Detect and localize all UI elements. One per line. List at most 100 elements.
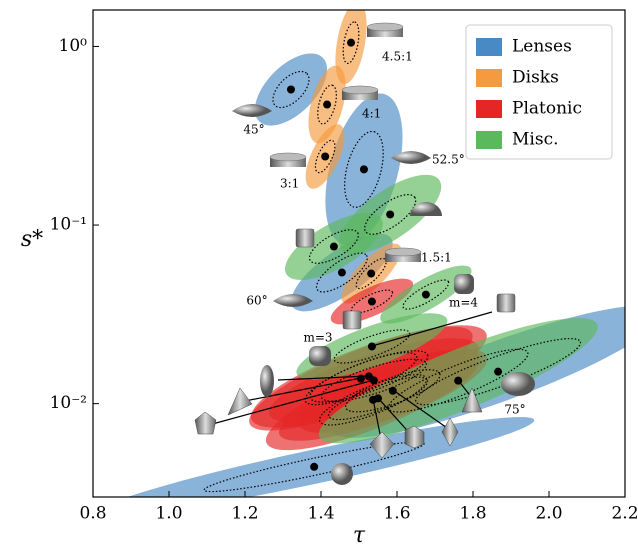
sphere-icon [331, 463, 353, 485]
data-point [374, 394, 382, 403]
disk-icon-top [341, 85, 379, 95]
disk-icon-top [366, 22, 404, 32]
legend-swatch [476, 131, 502, 149]
rounded-cube-icon [309, 346, 331, 366]
data-point [369, 376, 378, 385]
legend-label: Misc. [512, 130, 559, 150]
link-line [277, 375, 370, 381]
legend-label: Lenses [512, 37, 572, 57]
data-point [388, 386, 397, 395]
inner-ellipse [364, 194, 417, 235]
capsule-icon [260, 365, 274, 397]
inner-ellipse [402, 279, 450, 310]
data-point [310, 462, 319, 471]
cone-icon [461, 387, 483, 413]
data-point [367, 297, 376, 306]
lens-icon [391, 151, 431, 164]
x-tick-label: 2.2 [611, 504, 638, 524]
hemisphere-icon [410, 202, 442, 216]
x-tick-label: 1.6 [383, 504, 410, 524]
legend-swatch [476, 38, 502, 56]
annotation: 1.5:1 [421, 251, 452, 265]
data-point [367, 269, 376, 278]
inner-ellipse [314, 139, 336, 174]
inner-ellipse [272, 70, 310, 109]
legend-label: Disks [512, 68, 559, 88]
data-point [329, 242, 338, 251]
axes-frame [92, 9, 626, 498]
disk-icon [367, 27, 403, 37]
annotation: m=4 [449, 296, 478, 310]
icons [194, 22, 535, 485]
inner-ellipse [317, 84, 337, 125]
cube-icon [342, 310, 362, 330]
link-line [204, 379, 375, 427]
inner-ellipse [387, 348, 529, 413]
disk-icon [342, 90, 378, 100]
inner-ellipse [345, 369, 441, 413]
annotation: 4:1 [362, 107, 381, 121]
data-point [347, 38, 356, 47]
annotation: 75° [504, 403, 525, 417]
data-point [337, 268, 346, 277]
data-point [454, 376, 463, 385]
inner-ellipse [320, 358, 427, 402]
plot-area [94, 10, 625, 497]
inner-ellipse [304, 352, 418, 406]
y-tick-label: 10⁰ [59, 36, 88, 56]
inner-ellipse [415, 337, 582, 406]
x-axis-label: τ [353, 523, 366, 546]
y-tick-label: 10⁻² [50, 393, 87, 413]
x-tick-label: 1.8 [459, 504, 486, 524]
data-point [359, 165, 368, 174]
legend-swatch [476, 69, 502, 87]
data-point [321, 152, 330, 161]
annotation: 52.5° [432, 153, 465, 167]
lens-icon [273, 294, 313, 307]
x-tick-label: 1.2 [231, 504, 258, 524]
data-point [367, 342, 376, 351]
legend-box [465, 24, 613, 160]
inner-ellipse [327, 376, 429, 421]
octahedron-icon [369, 431, 395, 459]
annotation: 3:1 [280, 177, 299, 191]
legend-swatch [476, 100, 502, 118]
legend-label: Platonic [512, 99, 582, 119]
cube-icon [496, 293, 516, 313]
disk-icon [385, 252, 421, 262]
tetrahedron-icon [227, 387, 253, 416]
inner-ellipse [315, 252, 368, 293]
data-point [494, 367, 503, 376]
bipyramid-icon [441, 417, 459, 447]
link-line [371, 311, 493, 347]
link-line [392, 389, 451, 431]
data-point [323, 100, 332, 109]
data-point [286, 85, 295, 94]
points [286, 38, 503, 471]
inner-ellipse [344, 130, 384, 208]
disk-icon-top [269, 152, 307, 162]
cube-icon [295, 228, 315, 248]
x-tick-label: 2.0 [535, 504, 562, 524]
annotation: 45° [243, 123, 264, 137]
x-tick-label: 0.8 [79, 504, 106, 524]
annotation: 60° [246, 294, 267, 308]
icosahedron-icon [404, 425, 425, 449]
disk-icon-top [384, 247, 422, 257]
data-point [421, 290, 430, 299]
rounded-cube-icon [454, 274, 474, 294]
data-point [356, 374, 365, 383]
dodecahedron-icon [194, 411, 217, 435]
lens-icon [501, 372, 535, 396]
x-tick-label: 1.0 [155, 504, 182, 524]
disk-icon [270, 157, 306, 167]
annotation: m=3 [303, 331, 332, 345]
lens-icon [232, 104, 272, 117]
annotation: 4.5:1 [382, 50, 413, 64]
data-point [386, 210, 395, 219]
link-line [239, 377, 362, 403]
inner-ellipse [333, 329, 411, 364]
y-tick-label: 10⁻¹ [50, 215, 87, 235]
x-tick-label: 1.4 [307, 504, 334, 524]
